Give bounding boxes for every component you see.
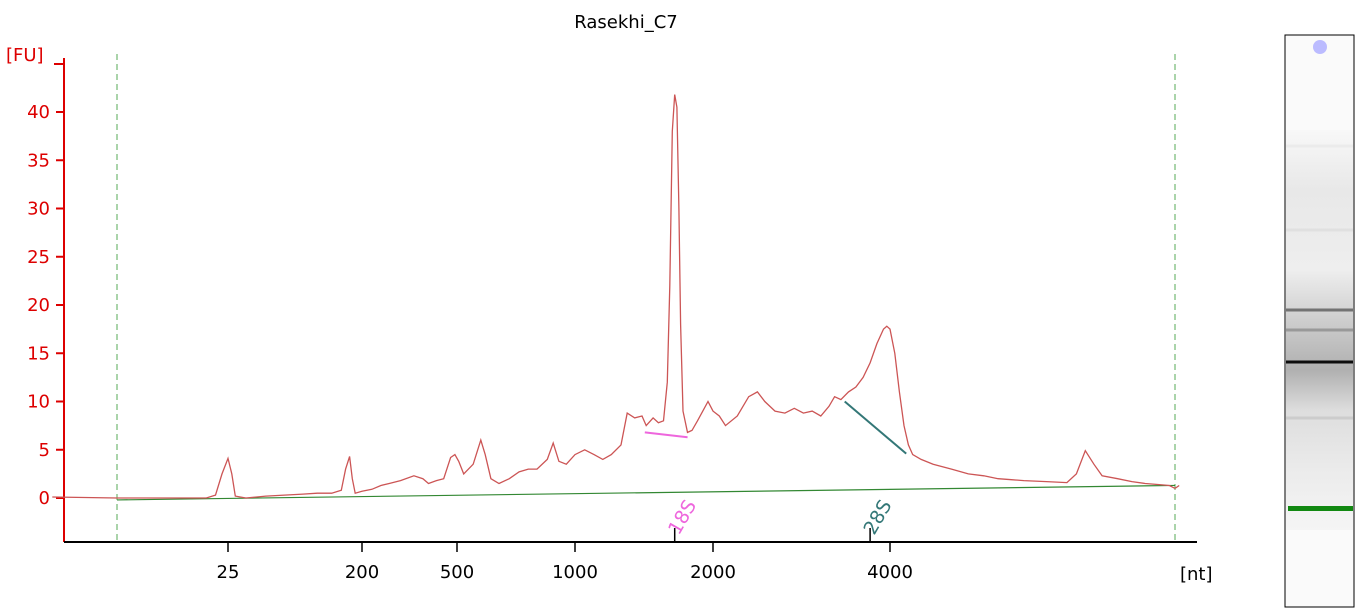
gel-band (1286, 360, 1353, 364)
fluorescence-trace (52, 94, 1180, 499)
y-tick-label: 30 (27, 199, 50, 220)
plot-area: 0 5 10 15 20 25 30 35 40 25 200 500 1000 2000 4000 18S 2… (27, 54, 1197, 583)
baseline-line (116, 484, 1176, 501)
gel-band (1286, 308, 1353, 312)
chart-title: Rasekhi_C7 (574, 12, 677, 33)
y-axis-label: [FU] (6, 45, 44, 66)
x-axis-label: [nt] (1180, 564, 1213, 585)
gel-band (1286, 144, 1353, 148)
gel-marker-band (1288, 506, 1353, 511)
x-tick-label: 25 (217, 562, 240, 583)
y-tick-label: 35 (27, 150, 50, 171)
y-tick-label: 20 (27, 295, 50, 316)
x-tick-label: 2000 (690, 562, 736, 583)
x-tick-label: 500 (440, 562, 474, 583)
gel-band (1286, 416, 1353, 420)
x-tick-label: 4000 (867, 562, 913, 583)
marker-label-28S: 28S (859, 496, 896, 538)
x-tick-label: 200 (345, 562, 379, 583)
y-tick-label: 5 (39, 440, 50, 461)
gel-well-dot (1313, 40, 1327, 54)
marker-label-18S: 18S (664, 496, 701, 538)
y-tick-label: 0 (39, 488, 50, 509)
gel-band (1286, 328, 1353, 332)
ratio-segment-18S (644, 431, 688, 439)
y-tick-label: 10 (27, 392, 50, 413)
x-tick-label: 1000 (552, 562, 598, 583)
gel-band (1286, 228, 1353, 232)
y-tick-label: 40 (27, 102, 50, 123)
y-tick-label: 25 (27, 247, 50, 268)
y-tick-label: 15 (27, 343, 50, 364)
gel-lane-image (1284, 34, 1355, 608)
ratio-segment-28S (844, 400, 907, 455)
